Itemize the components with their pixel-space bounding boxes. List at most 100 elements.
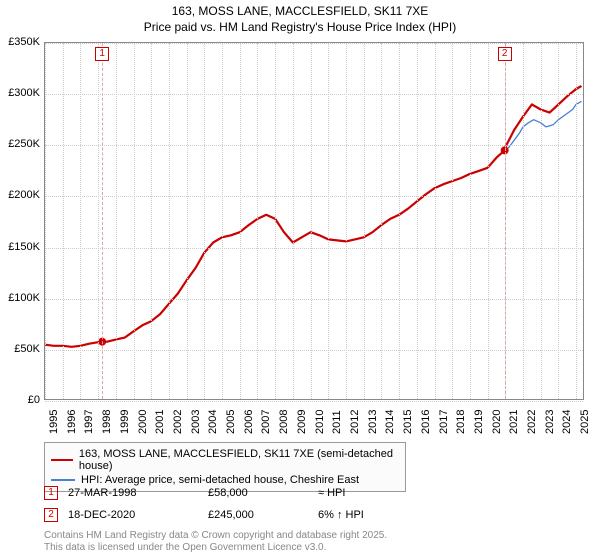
x-tick-label: 1995: [48, 410, 60, 434]
gridline-h: [45, 145, 583, 146]
attribution-line-2: This data is licensed under the Open Gov…: [44, 542, 387, 554]
x-tick-label: 2018: [455, 410, 467, 434]
sale-marker-small: 1: [44, 486, 58, 500]
legend-row: HPI: Average price, semi-detached house,…: [51, 473, 399, 487]
x-tick-label: 2024: [561, 410, 573, 434]
gridline-v: [346, 43, 347, 399]
title-line-2: Price paid vs. HM Land Registry's House …: [0, 20, 600, 36]
x-tick-label: 2003: [190, 410, 202, 434]
x-tick-label: 2006: [243, 410, 255, 434]
y-tick-label: £0: [0, 394, 40, 406]
x-tick-label: 2009: [296, 410, 308, 434]
x-tick-label: 2021: [508, 410, 520, 434]
legend-row: 163, MOSS LANE, MACCLESFIELD, SK11 7XE (…: [51, 447, 399, 473]
gridline-h: [45, 401, 583, 402]
plot-area: 12: [44, 42, 584, 400]
gridline-v: [381, 43, 382, 399]
gridline-v: [311, 43, 312, 399]
y-tick-label: £50K: [0, 343, 40, 355]
gridline-h: [45, 248, 583, 249]
sale-date: 18-DEC-2020: [68, 509, 198, 521]
chart-title: 163, MOSS LANE, MACCLESFIELD, SK11 7XE P…: [0, 0, 600, 35]
gridline-v: [98, 43, 99, 399]
gridline-v: [435, 43, 436, 399]
gridline-v: [134, 43, 135, 399]
gridline-v: [275, 43, 276, 399]
legend-label: 163, MOSS LANE, MACCLESFIELD, SK11 7XE (…: [79, 448, 399, 472]
attribution: Contains HM Land Registry data © Crown c…: [44, 530, 387, 554]
y-tick-label: £100K: [0, 292, 40, 304]
gridline-v: [399, 43, 400, 399]
y-tick-label: £150K: [0, 241, 40, 253]
x-tick-label: 2002: [172, 410, 184, 434]
x-tick-label: 2019: [473, 410, 485, 434]
legend-swatch: [51, 459, 73, 461]
x-tick-label: 2005: [225, 410, 237, 434]
x-tick-label: 1999: [119, 410, 131, 434]
sale-marker-small: 2: [44, 508, 58, 522]
legend-swatch: [51, 479, 75, 481]
gridline-v: [204, 43, 205, 399]
gridline-h: [45, 299, 583, 300]
x-tick-label: 2007: [260, 410, 272, 434]
x-tick-label: 2017: [438, 410, 450, 434]
x-tick-label: 2010: [314, 410, 326, 434]
sale-price: £58,000: [208, 487, 308, 499]
sale-hpi-diff: 6% ↑ HPI: [318, 509, 364, 521]
sale-price: £245,000: [208, 509, 308, 521]
attribution-line-1: Contains HM Land Registry data © Crown c…: [44, 530, 387, 542]
legend: 163, MOSS LANE, MACCLESFIELD, SK11 7XE (…: [44, 442, 406, 492]
gridline-v: [417, 43, 418, 399]
y-tick-label: £350K: [0, 36, 40, 48]
y-tick-label: £200K: [0, 189, 40, 201]
gridline-v: [364, 43, 365, 399]
x-tick-label: 2022: [526, 410, 538, 434]
gridline-v: [45, 43, 46, 399]
x-tick-label: 2016: [420, 410, 432, 434]
sale-marker-line: [505, 43, 506, 399]
gridline-v: [169, 43, 170, 399]
sale-hpi-diff: ≈ HPI: [318, 487, 345, 499]
gridline-v: [222, 43, 223, 399]
gridline-v: [558, 43, 559, 399]
gridline-v: [116, 43, 117, 399]
gridline-v: [63, 43, 64, 399]
sale-marker-box: 1: [95, 47, 109, 61]
gridline-h: [45, 196, 583, 197]
gridline-v: [257, 43, 258, 399]
chart-container: 163, MOSS LANE, MACCLESFIELD, SK11 7XE P…: [0, 0, 600, 560]
gridline-v: [523, 43, 524, 399]
gridline-v: [488, 43, 489, 399]
gridline-h: [45, 350, 583, 351]
x-tick-label: 1997: [83, 410, 95, 434]
series-line-price_paid: [45, 86, 582, 347]
gridline-v: [240, 43, 241, 399]
legend-label: HPI: Average price, semi-detached house,…: [81, 474, 359, 486]
gridline-v: [470, 43, 471, 399]
x-tick-label: 2020: [491, 410, 503, 434]
gridline-v: [151, 43, 152, 399]
x-tick-label: 2015: [402, 410, 414, 434]
gridline-v: [80, 43, 81, 399]
title-line-1: 163, MOSS LANE, MACCLESFIELD, SK11 7XE: [0, 4, 600, 20]
x-tick-label: 2011: [331, 410, 343, 434]
gridline-v: [328, 43, 329, 399]
x-tick-label: 2012: [349, 410, 361, 434]
gridline-v: [452, 43, 453, 399]
gridline-v: [576, 43, 577, 399]
gridline-h: [45, 43, 583, 44]
sale-row: 1 27-MAR-1998 £58,000 ≈ HPI: [44, 486, 345, 500]
x-tick-label: 2001: [154, 410, 166, 434]
x-tick-label: 2014: [384, 410, 396, 434]
x-tick-label: 2000: [137, 410, 149, 434]
x-tick-label: 2013: [367, 410, 379, 434]
gridline-v: [187, 43, 188, 399]
x-tick-label: 2025: [579, 410, 591, 434]
sale-row: 2 18-DEC-2020 £245,000 6% ↑ HPI: [44, 508, 364, 522]
y-tick-label: £250K: [0, 138, 40, 150]
sale-marker-line: [102, 43, 103, 399]
x-tick-label: 2023: [544, 410, 556, 434]
gridline-v: [293, 43, 294, 399]
sale-marker-box: 2: [498, 47, 512, 61]
sale-date: 27-MAR-1998: [68, 487, 198, 499]
